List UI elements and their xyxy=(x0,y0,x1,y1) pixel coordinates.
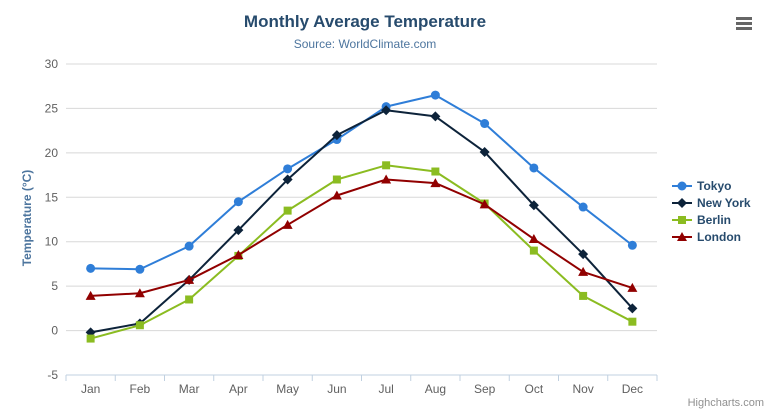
data-point-marker[interactable] xyxy=(233,197,243,207)
xaxis-category-label: May xyxy=(276,382,299,396)
series-london xyxy=(85,174,638,300)
data-point-marker[interactable] xyxy=(627,282,638,292)
data-point-marker[interactable] xyxy=(430,90,440,100)
data-point-marker[interactable] xyxy=(430,178,441,188)
xaxis-category-label: Jan xyxy=(81,382,100,396)
legend-item-london[interactable]: London xyxy=(672,228,751,245)
data-point-marker[interactable] xyxy=(134,288,145,298)
data-point-marker[interactable] xyxy=(529,163,539,173)
data-point-marker[interactable] xyxy=(677,231,687,241)
data-point-marker[interactable] xyxy=(528,234,539,244)
data-point-marker[interactable] xyxy=(479,199,490,209)
data-point-marker[interactable] xyxy=(627,303,638,314)
legend-label: London xyxy=(697,229,741,244)
legend-label: New York xyxy=(697,195,751,210)
data-point-marker[interactable] xyxy=(332,175,341,184)
data-point-marker[interactable] xyxy=(185,295,194,304)
yaxis-tick-label: 20 xyxy=(45,146,59,160)
data-point-marker[interactable] xyxy=(480,119,490,129)
series-line xyxy=(89,164,634,340)
data-point-marker[interactable] xyxy=(381,174,392,184)
series-line xyxy=(89,178,634,297)
y-gridlines xyxy=(66,63,657,376)
legend-item-new-york[interactable]: New York xyxy=(672,194,751,211)
xaxis-category-label: Jul xyxy=(378,382,393,396)
yaxis-tick-label: 25 xyxy=(45,101,59,115)
xaxis-category-label: Mar xyxy=(179,382,200,396)
data-point-marker[interactable] xyxy=(282,174,293,185)
legend-marker-square-icon xyxy=(672,215,692,224)
hamburger-bar xyxy=(736,27,752,30)
xaxis-category-label: Nov xyxy=(572,382,593,396)
data-point-marker[interactable] xyxy=(578,249,589,260)
data-point-marker[interactable] xyxy=(627,240,637,250)
chart-title: Monthly Average Temperature xyxy=(243,12,487,31)
data-point-marker[interactable] xyxy=(331,190,342,200)
data-point-marker[interactable] xyxy=(135,321,144,330)
legend-item-tokyo[interactable]: Tokyo xyxy=(672,177,751,194)
chart-subtitle: Source: WorldClimate.com xyxy=(293,37,437,51)
data-point-marker[interactable] xyxy=(184,241,194,251)
data-point-marker[interactable] xyxy=(578,202,588,212)
data-point-marker[interactable] xyxy=(628,317,637,326)
xaxis-category-label: Jun xyxy=(327,382,346,396)
data-point-marker[interactable] xyxy=(86,263,96,273)
xaxis-category-label: Sep xyxy=(474,382,496,396)
data-point-marker[interactable] xyxy=(678,215,686,224)
data-point-marker[interactable] xyxy=(283,206,292,215)
legend-marker-circle-icon xyxy=(672,181,692,190)
data-point-marker[interactable] xyxy=(528,200,539,211)
data-point-marker[interactable] xyxy=(578,266,589,276)
data-point-marker[interactable] xyxy=(331,130,342,141)
data-point-marker[interactable] xyxy=(135,264,145,274)
credits-link[interactable]: Highcharts.com xyxy=(687,397,764,409)
yaxis-tick-label: 15 xyxy=(45,190,59,204)
data-point-marker[interactable] xyxy=(233,250,244,260)
chart-legend: Tokyo New York Berlin London xyxy=(672,177,751,245)
series-new-york xyxy=(85,105,638,338)
xaxis: Jan Feb Mar Apr May Jun Jul Aug Sep Oct Nov Dec xyxy=(65,374,658,396)
legend-label: Tokyo xyxy=(697,178,732,193)
series-tokyo xyxy=(86,90,637,274)
hamburger-bar xyxy=(736,22,752,25)
data-point-marker[interactable] xyxy=(381,105,392,116)
legend-item-berlin[interactable]: Berlin xyxy=(672,211,751,228)
yaxis-tick-label: 10 xyxy=(45,235,59,249)
yaxis-tick-label: 30 xyxy=(45,57,59,71)
data-point-marker[interactable] xyxy=(283,164,293,174)
series-line xyxy=(89,109,634,334)
data-point-marker[interactable] xyxy=(86,334,95,343)
data-point-marker[interactable] xyxy=(529,246,538,255)
data-point-marker[interactable] xyxy=(85,290,96,300)
xaxis-category-label: Feb xyxy=(130,382,151,396)
xaxis-category-label: Aug xyxy=(425,382,446,396)
yaxis-tick-label: 0 xyxy=(51,324,58,338)
data-point-marker[interactable] xyxy=(233,225,244,236)
data-point-marker[interactable] xyxy=(430,111,441,122)
yaxis-labels: -5 0 5 10 15 20 25 30 xyxy=(45,57,59,382)
yaxis-tick-label: -5 xyxy=(47,368,58,382)
hamburger-bar xyxy=(736,17,752,20)
data-point-marker[interactable] xyxy=(479,146,490,157)
data-point-marker[interactable] xyxy=(579,291,588,300)
hamburger-menu-icon[interactable] xyxy=(736,17,752,30)
xaxis-category-label: Oct xyxy=(525,382,544,396)
series-line xyxy=(89,94,634,271)
data-point-marker[interactable] xyxy=(677,197,687,208)
yaxis-tick-label: 5 xyxy=(51,279,58,293)
data-point-marker[interactable] xyxy=(431,167,440,176)
series-berlin xyxy=(86,161,637,343)
data-point-marker[interactable] xyxy=(184,274,195,284)
data-point-marker[interactable] xyxy=(677,181,687,190)
xaxis-category-label: Apr xyxy=(229,382,248,396)
xaxis-category-label: Dec xyxy=(622,382,643,396)
legend-marker-triangle-icon xyxy=(672,231,692,241)
legend-label: Berlin xyxy=(697,212,732,227)
legend-marker-diamond-icon xyxy=(672,197,692,208)
data-point-marker[interactable] xyxy=(282,219,293,229)
data-point-marker[interactable] xyxy=(382,161,391,170)
